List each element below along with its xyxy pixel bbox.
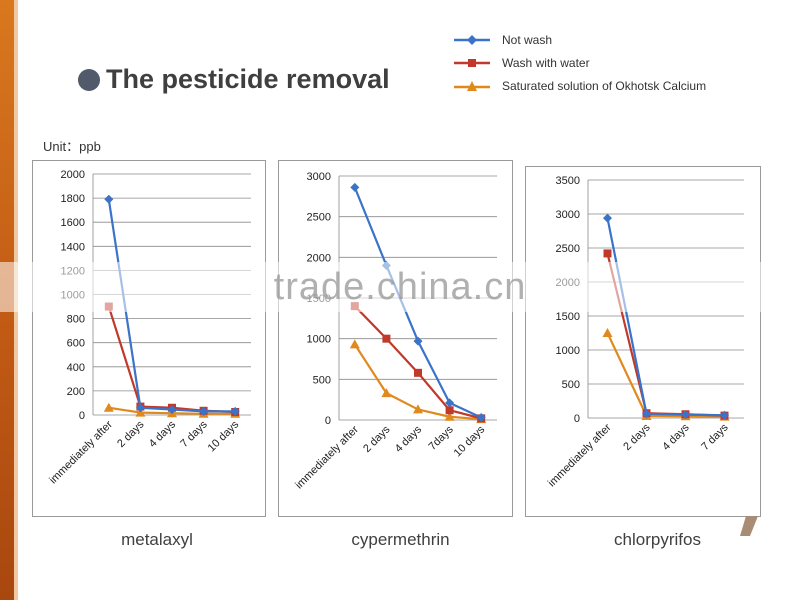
x-tick-label: 10 days (206, 418, 242, 454)
chart-cypermethrin-svg: 050010001500200025003000immediately afte… (293, 171, 497, 491)
x-tick: 4 days (147, 418, 179, 450)
data-point (167, 405, 177, 415)
y-tick-label: 400 (67, 362, 85, 374)
data-point (720, 410, 729, 420)
data-point (135, 403, 145, 413)
y-tick-label: 1500 (556, 311, 580, 323)
page-title-text: The pesticide removal (106, 64, 390, 94)
x-tick-label: immediately after (546, 421, 614, 489)
x-tick: immediately after (546, 421, 614, 489)
series-line (354, 305, 482, 420)
x-tick: 10 days (452, 423, 488, 459)
y-tick-label: 1400 (61, 241, 85, 253)
y-tick-label: 1600 (61, 217, 85, 229)
x-tick-label: immediately after (293, 423, 361, 491)
x-tick: immediately after (293, 423, 361, 491)
x-tick-label: 4 days (147, 418, 179, 450)
x-tick-label: 2 days (621, 421, 653, 453)
data-point (382, 334, 391, 343)
y-tick-label: 2500 (307, 212, 331, 224)
x-tick: 2 days (621, 421, 653, 453)
y-tick-label: 800 (67, 314, 85, 326)
y-tick-label: 3000 (307, 171, 331, 183)
series-line (606, 217, 725, 417)
data-point (603, 249, 612, 258)
bullet-icon (78, 68, 100, 91)
legend-triangle-icon (454, 80, 490, 91)
x-tick-label: immediately after (47, 418, 115, 486)
chart-label-chlorpyrifos: chlorpyrifos (614, 530, 701, 549)
unit-label: Unit：ppb (43, 139, 101, 154)
x-tick: 2 days (115, 418, 147, 450)
data-point (199, 406, 209, 416)
chart-cypermethrin: 050010001500200025003000immediately afte… (278, 160, 513, 517)
legend: Not wash Wash with water Saturated solut… (452, 28, 706, 97)
y-tick-label: 0 (574, 413, 580, 425)
data-point (445, 398, 455, 408)
data-point (642, 409, 651, 419)
x-tick: 10 days (206, 418, 242, 454)
data-point (350, 182, 360, 192)
chart-label-cypermethrin: cypermethrin (351, 530, 450, 549)
page-title: The pesticide removal (78, 64, 390, 95)
x-tick: 4 days (660, 421, 692, 453)
y-tick-label: 1000 (556, 345, 580, 357)
y-tick-label: 1000 (307, 334, 331, 346)
legend-item-not-wash: Not wash (452, 28, 706, 51)
chart-chlorpyrifos-svg: 0500100015002000250030003500immediately … (546, 175, 744, 489)
data-point (414, 368, 422, 377)
chart-label-metalaxyl: metalaxyl (121, 530, 193, 549)
legend-item-wash-with-water: Wash with water (452, 51, 706, 74)
x-tick-label: 4 days (393, 423, 425, 455)
legend-label: Not wash (502, 32, 553, 47)
x-tick: 2 days (361, 423, 393, 455)
x-tick-label: 7 days (699, 421, 731, 453)
data-point (603, 213, 612, 223)
data-point (413, 404, 423, 414)
data-point (413, 336, 423, 346)
y-tick-label: 3500 (556, 175, 580, 187)
legend-square-icon (454, 58, 490, 67)
data-point (602, 328, 613, 337)
x-tick: immediately after (47, 418, 115, 486)
x-tick-label: 10 days (452, 423, 488, 459)
slide-arrow-icon (740, 516, 758, 536)
chart-metalaxyl: 0200400600800100012001400160018002000imm… (32, 160, 266, 517)
chart-metalaxyl-svg: 0200400600800100012001400160018002000imm… (47, 169, 251, 486)
legend-label: Wash with water (502, 55, 590, 70)
y-tick-label: 600 (67, 338, 85, 350)
y-tick-label: 2000 (307, 252, 331, 264)
x-tick-label: 2 days (115, 418, 147, 450)
y-tick-label: 0 (79, 410, 85, 422)
x-tick-label: 7days (426, 423, 456, 453)
data-point (381, 388, 392, 398)
x-tick-label: 4 days (660, 421, 692, 453)
x-tick-label: 2 days (361, 423, 393, 455)
y-tick-label: 2000 (61, 169, 85, 181)
y-tick-label: 1800 (61, 193, 85, 205)
data-point (681, 410, 690, 420)
x-tick: 7 days (699, 421, 731, 453)
data-point (476, 413, 486, 423)
legend-item-saturated-solution: Saturated solution of Okhotsk Calcium (452, 74, 706, 97)
y-tick-label: 200 (67, 386, 85, 398)
data-point (444, 411, 455, 421)
y-tick-label: 500 (313, 374, 331, 386)
series-line (606, 332, 725, 418)
chart-chlorpyrifos: 0500100015002000250030003500immediately … (525, 166, 761, 517)
data-point (230, 406, 240, 416)
data-point (104, 194, 114, 204)
legend-diamond-icon (454, 34, 490, 45)
x-tick: 4 days (393, 423, 425, 455)
data-point (349, 339, 360, 349)
y-tick-label: 500 (562, 379, 580, 391)
watermark: trade.china.cn (0, 262, 800, 312)
legend-label: Saturated solution of Okhotsk Calcium (502, 78, 707, 93)
y-tick-label: 0 (325, 415, 331, 427)
y-tick-label: 3000 (556, 209, 580, 221)
data-point (103, 402, 114, 412)
y-tick-label: 2500 (556, 243, 580, 255)
data-point (445, 406, 454, 415)
x-tick: 7days (426, 423, 456, 453)
